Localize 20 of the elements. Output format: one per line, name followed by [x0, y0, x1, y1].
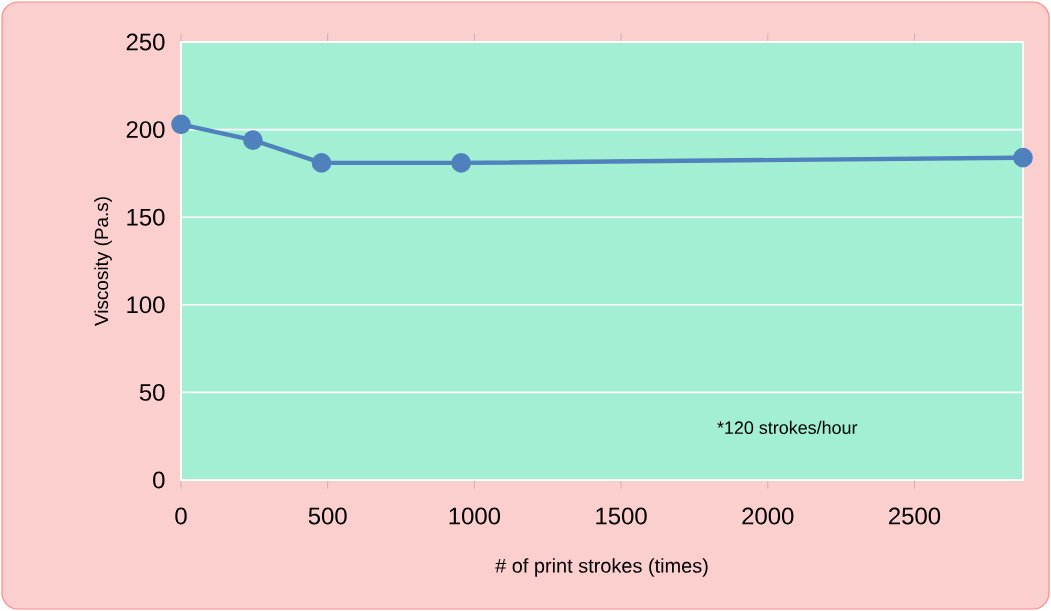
x-tick-label: 2000: [742, 507, 794, 525]
point: [451, 153, 471, 173]
x-tick-label: 500: [308, 507, 347, 525]
y-tick-label: 200: [126, 121, 165, 139]
point: [171, 114, 191, 135]
point: [243, 130, 263, 150]
x-tick-label: 1500: [596, 507, 647, 525]
x-tick-label: 0: [175, 507, 187, 525]
annotation: *120 strokes/hour: [717, 420, 858, 435]
x-tick-label: 2500: [889, 507, 941, 525]
y-tick-label: 50: [139, 383, 165, 401]
y-tick-label: 100: [127, 296, 165, 314]
y-tick-label: 150: [127, 208, 165, 226]
point: [311, 153, 332, 173]
y-axis-title: Viscosity (Pa.s): [94, 197, 112, 326]
y-tick-label: 250: [126, 33, 165, 51]
x-tick-label: 1000: [449, 507, 501, 525]
y-tick-label: 0: [153, 471, 165, 489]
point: [1013, 147, 1033, 168]
x-axis-title: # of print strokes (times): [495, 558, 708, 577]
